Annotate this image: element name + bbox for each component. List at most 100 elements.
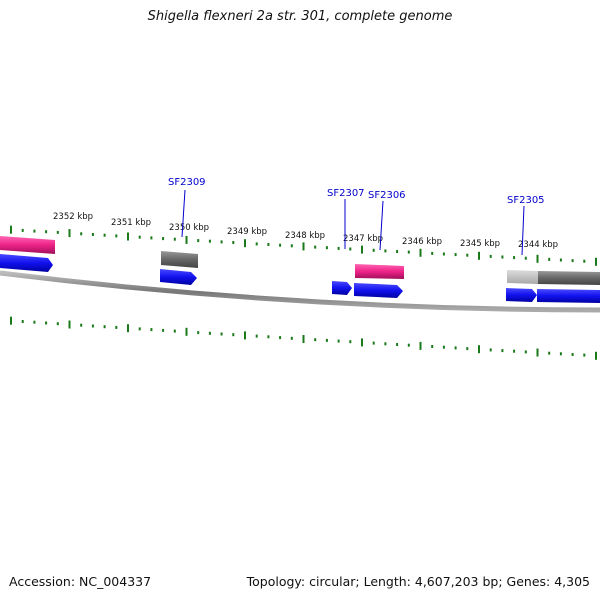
lower-minor-tick (501, 349, 504, 353)
lower-major-tick (185, 327, 188, 336)
upper-minor-tick (571, 259, 574, 263)
gene-label-sf2309[interactable]: SF2309 (168, 177, 206, 188)
lower-minor-tick (220, 332, 223, 336)
lower-major-tick (536, 348, 539, 357)
upper-minor-tick (384, 249, 387, 253)
upper-minor-tick (45, 230, 48, 234)
ruler-labels: 2352 kbp 2351 kbp 2350 kbp 2349 kbp 2348… (53, 212, 558, 250)
upper-minor-tick (489, 254, 492, 258)
lower-minor-tick (524, 350, 527, 354)
lower-major-tick (244, 331, 246, 340)
lower-minor-tick (559, 352, 562, 356)
lower-minor-tick (197, 331, 200, 335)
upper-major-tick (68, 229, 71, 238)
upper-minor-tick (91, 233, 94, 236)
gene-feature-pink-left[interactable] (0, 236, 55, 254)
upper-minor-tick (325, 246, 328, 250)
map-title: Shigella flexneri 2a str. 301, complete … (147, 9, 453, 24)
ruler-label-2349: 2349 kbp (227, 227, 267, 237)
upper-minor-tick (559, 258, 562, 262)
lower-minor-tick (583, 353, 586, 357)
lower-minor-tick (466, 347, 469, 351)
lower-minor-tick (431, 345, 434, 348)
upper-minor-tick (56, 230, 59, 234)
lower-minor-tick (138, 327, 141, 331)
lower-minor-tick (407, 343, 410, 347)
upper-major-tick (536, 254, 539, 263)
upper-minor-tick (407, 250, 410, 254)
lower-minor-tick (384, 342, 387, 346)
upper-minor-tick (501, 255, 504, 259)
upper-major-tick (361, 245, 363, 254)
lower-minor-tick (232, 333, 235, 337)
gene-label-sf2306[interactable]: SF2306 (368, 190, 406, 201)
gene-feature-blue-sf2307[interactable] (332, 281, 352, 295)
upper-minor-tick (232, 241, 235, 244)
lower-minor-tick (45, 321, 48, 325)
lower-minor-tick (173, 329, 176, 333)
lower-minor-tick (150, 328, 153, 332)
gene-features (0, 236, 600, 303)
upper-minor-tick (349, 247, 352, 251)
upper-minor-tick (197, 239, 200, 243)
upper-minor-tick (173, 237, 176, 241)
upper-minor-tick (372, 248, 375, 252)
accession-text: Accession: NC_004337 (9, 574, 152, 589)
lower-minor-tick (396, 343, 399, 346)
lower-tick-track (10, 316, 597, 360)
ruler-label-2348: 2348 kbp (285, 231, 325, 241)
upper-major-tick (244, 239, 246, 248)
callout-line-sf2306 (379, 200, 384, 251)
upper-minor-tick (208, 239, 211, 243)
lower-minor-tick (56, 322, 59, 326)
gene-label-sf2307[interactable]: SF2307 (327, 188, 365, 199)
gene-feature-gray-sf2309[interactable] (161, 251, 198, 268)
ruler-label-2351: 2351 kbp (111, 218, 151, 228)
upper-minor-tick (431, 251, 434, 255)
lower-minor-tick (255, 334, 258, 338)
upper-minor-tick (290, 244, 293, 248)
gene-feature-blue-sf2306[interactable] (354, 283, 403, 298)
upper-minor-tick (138, 235, 141, 239)
lower-minor-tick (513, 349, 516, 353)
lower-major-tick (10, 316, 12, 325)
upper-minor-tick (267, 243, 270, 246)
gene-feature-blue-sf2305[interactable] (506, 288, 537, 302)
gene-feature-lightgray-sf2305[interactable] (507, 270, 538, 284)
upper-minor-tick (80, 232, 83, 236)
gene-feature-blue-left[interactable] (0, 254, 53, 272)
lower-major-tick (419, 341, 422, 350)
upper-minor-tick (103, 233, 106, 237)
upper-minor-tick (396, 250, 399, 253)
lower-major-tick (302, 335, 305, 343)
upper-minor-tick (524, 256, 527, 260)
callout-line-sf2309 (181, 189, 186, 238)
lower-minor-tick (314, 338, 317, 342)
upper-minor-tick (150, 236, 153, 240)
gene-feature-pink-sf2306[interactable] (355, 264, 404, 279)
gene-feature-blue-sf2309[interactable] (160, 269, 197, 285)
upper-major-tick (595, 257, 597, 266)
ruler-label-2347: 2347 kbp (343, 234, 383, 244)
upper-major-tick (478, 251, 480, 260)
lower-major-tick (68, 320, 71, 329)
upper-major-tick (302, 242, 305, 251)
upper-tick-track (10, 225, 597, 266)
ruler-label-2345: 2345 kbp (460, 239, 500, 249)
upper-minor-tick (454, 253, 457, 257)
gene-feature-blue-right[interactable] (537, 289, 600, 303)
lower-minor-tick (267, 335, 270, 339)
lower-major-tick (478, 345, 480, 354)
lower-minor-tick (279, 336, 282, 340)
ruler-label-2352: 2352 kbp (53, 212, 93, 222)
lower-major-tick (361, 338, 363, 347)
gene-callouts: SF2309 SF2307 SF2306 SF2305 (168, 177, 545, 256)
gene-label-sf2305[interactable]: SF2305 (507, 195, 545, 206)
upper-minor-tick (583, 259, 586, 263)
lower-minor-tick (290, 336, 293, 340)
upper-minor-tick (220, 240, 223, 244)
gene-feature-gray-right[interactable] (538, 271, 600, 285)
upper-minor-tick (548, 257, 551, 261)
upper-minor-tick (513, 256, 516, 260)
